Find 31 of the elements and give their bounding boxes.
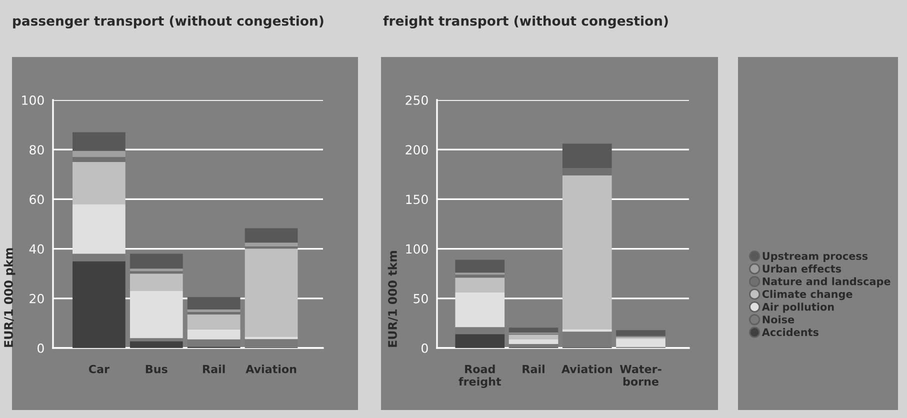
chart-title: passenger transport (without congestion) bbox=[13, 16, 324, 28]
x-tick-label: Rail bbox=[203, 364, 225, 374]
y-axis-title: EUR/1 000 tkm bbox=[388, 251, 398, 347]
legend-label: Noise bbox=[762, 315, 794, 324]
legend-label: Upstream process bbox=[762, 252, 868, 262]
legend-label: Climate change bbox=[762, 290, 852, 300]
legend-label: Urban effects bbox=[762, 264, 842, 273]
legend-label: Air pollution bbox=[762, 302, 834, 313]
y-tick-label: 250 bbox=[406, 95, 428, 105]
y-tick-label: 20 bbox=[30, 294, 44, 304]
x-tick-label: Aviation bbox=[561, 364, 612, 374]
legend-label: Accidents bbox=[762, 328, 818, 336]
x-tick-label: Car bbox=[88, 364, 110, 374]
y-tick-label: 60 bbox=[30, 194, 44, 204]
x-tick-label: Aviation bbox=[246, 364, 296, 374]
y-tick-label: 50 bbox=[414, 294, 428, 304]
y-axis-title: EUR/1 000 pkm bbox=[4, 248, 16, 347]
x-tick-label: Road freight bbox=[458, 364, 502, 388]
x-tick-label: Rail bbox=[522, 364, 544, 374]
y-tick-label: 0 bbox=[422, 343, 428, 353]
y-tick-label: 40 bbox=[29, 244, 44, 254]
y-tick-label: 200 bbox=[406, 145, 428, 155]
y-tick-label: 0 bbox=[38, 343, 44, 353]
y-tick-label: 150 bbox=[406, 194, 428, 204]
y-tick-label: 100 bbox=[22, 95, 44, 105]
chart-title: freight transport (without congestion) bbox=[383, 16, 668, 28]
legend-label: Nature and landscape bbox=[762, 277, 890, 288]
x-tick-label: Bus bbox=[146, 365, 168, 374]
y-tick-label: 100 bbox=[406, 244, 428, 254]
x-tick-label: Water- borne bbox=[620, 365, 662, 386]
y-tick-label: 80 bbox=[30, 145, 44, 155]
